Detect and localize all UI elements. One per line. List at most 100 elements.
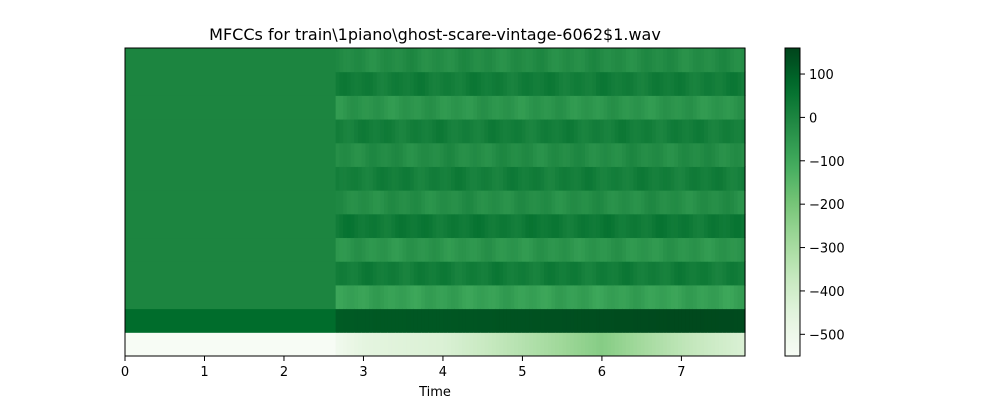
- heatmap-cell: [443, 261, 448, 286]
- heatmap-cell: [428, 48, 433, 73]
- heatmap-cell: [346, 284, 352, 310]
- heatmap-cell: [700, 308, 705, 333]
- heatmap-cell: [685, 95, 690, 120]
- heatmap-cell: [454, 284, 460, 310]
- heatmap-cell: [469, 213, 474, 239]
- heatmap-cell: [391, 142, 396, 167]
- heatmap-cell: [726, 48, 731, 73]
- heatmap-cell: [357, 48, 363, 73]
- heatmap-cell: [737, 119, 742, 144]
- heatmap-cell: [558, 332, 564, 357]
- heatmap-cell: [529, 142, 534, 167]
- heatmap-cell: [443, 190, 448, 215]
- heatmap-cell: [588, 142, 594, 167]
- heatmap-cell: [384, 119, 389, 144]
- heatmap-cell: [432, 213, 437, 239]
- heatmap-cell: [570, 142, 575, 167]
- heatmap-cell: [551, 48, 556, 73]
- heatmap-cell: [406, 48, 411, 73]
- heatmap-cell: [473, 95, 478, 120]
- heatmap-cell: [443, 284, 448, 310]
- heatmap-cell: [436, 213, 441, 239]
- heatmap-cell: [588, 71, 594, 96]
- heatmap-cell: [614, 119, 620, 144]
- heatmap-cell: [125, 213, 337, 239]
- heatmap-cell: [514, 166, 519, 191]
- heatmap-cell: [655, 95, 661, 120]
- heatmap-cell: [685, 142, 690, 167]
- heatmap-cell: [491, 71, 497, 96]
- heatmap-cell: [480, 119, 486, 144]
- heatmap-cell: [551, 119, 556, 144]
- heatmap-cell: [125, 119, 337, 144]
- heatmap-cell: [700, 142, 705, 167]
- heatmap-cell: [480, 95, 486, 120]
- heatmap-cell: [335, 71, 340, 96]
- heatmap-cell: [689, 284, 694, 310]
- heatmap-cell: [380, 237, 385, 262]
- heatmap-cell: [637, 237, 642, 262]
- heatmap-cell: [618, 95, 623, 120]
- heatmap-cell: [655, 261, 661, 286]
- heatmap-cell: [517, 190, 523, 215]
- heatmap-cell: [391, 332, 396, 357]
- heatmap-cell: [410, 166, 415, 191]
- heatmap-cell: [421, 95, 426, 120]
- heatmap-cell: [733, 48, 739, 73]
- heatmap-cell: [711, 190, 716, 215]
- heatmap-cell: [581, 71, 586, 96]
- heatmap-cell: [655, 190, 661, 215]
- heatmap-cell: [514, 190, 519, 215]
- heatmap-cell: [685, 261, 690, 286]
- heatmap-cell: [588, 213, 594, 239]
- heatmap-cell: [402, 71, 407, 96]
- heatmap-cell: [689, 95, 694, 120]
- heatmap-cell: [384, 71, 389, 96]
- heatmap-cell: [637, 332, 642, 357]
- heatmap-cell: [551, 237, 556, 262]
- heatmap-cell: [547, 213, 553, 239]
- heatmap-cell: [633, 308, 638, 333]
- heatmap-cell: [655, 48, 661, 73]
- heatmap-cell: [365, 166, 370, 191]
- heatmap-cell: [443, 119, 448, 144]
- heatmap-cell: [376, 71, 381, 96]
- heatmap-cell: [611, 332, 616, 357]
- heatmap-cell: [424, 190, 430, 215]
- heatmap-cell: [506, 119, 512, 144]
- heatmap-cell: [428, 190, 433, 215]
- heatmap-cell: [622, 95, 627, 120]
- heatmap-cell: [640, 119, 646, 144]
- heatmap-cell: [477, 48, 482, 73]
- x-axis: 0 1 2 3 4 5 6 7: [121, 356, 686, 380]
- heatmap-cell: [681, 190, 687, 215]
- heatmap-cell: [335, 142, 340, 167]
- heatmap-cell: [357, 308, 363, 333]
- heatmap-cell: [558, 142, 564, 167]
- heatmap-cell: [532, 213, 538, 239]
- heatmap-cell: [592, 142, 597, 167]
- heatmap-cell: [566, 119, 571, 144]
- heatmap-cell: [596, 308, 601, 333]
- heatmap-cell: [536, 119, 541, 144]
- heatmap-cell: [387, 190, 393, 215]
- heatmap-cell: [343, 284, 348, 310]
- heatmap-cell: [558, 119, 564, 144]
- heatmap-cell: [670, 284, 675, 310]
- heatmap-cell: [465, 237, 471, 262]
- heatmap-cell: [458, 284, 463, 310]
- heatmap-cell: [700, 261, 705, 286]
- heatmap-cell: [733, 166, 739, 191]
- heatmap-cell: [384, 166, 389, 191]
- heatmap-cell: [711, 237, 716, 262]
- heatmap-cell: [599, 190, 605, 215]
- heatmap-cell: [618, 142, 623, 167]
- heatmap-cell: [718, 166, 724, 191]
- heatmap-cell: [436, 308, 441, 333]
- heatmap-cell: [462, 237, 467, 262]
- heatmap-cell: [514, 308, 519, 333]
- heatmap-cell: [678, 308, 683, 333]
- heatmap-cell: [395, 95, 400, 120]
- heatmap-cell: [428, 119, 433, 144]
- heatmap-cell: [704, 142, 709, 167]
